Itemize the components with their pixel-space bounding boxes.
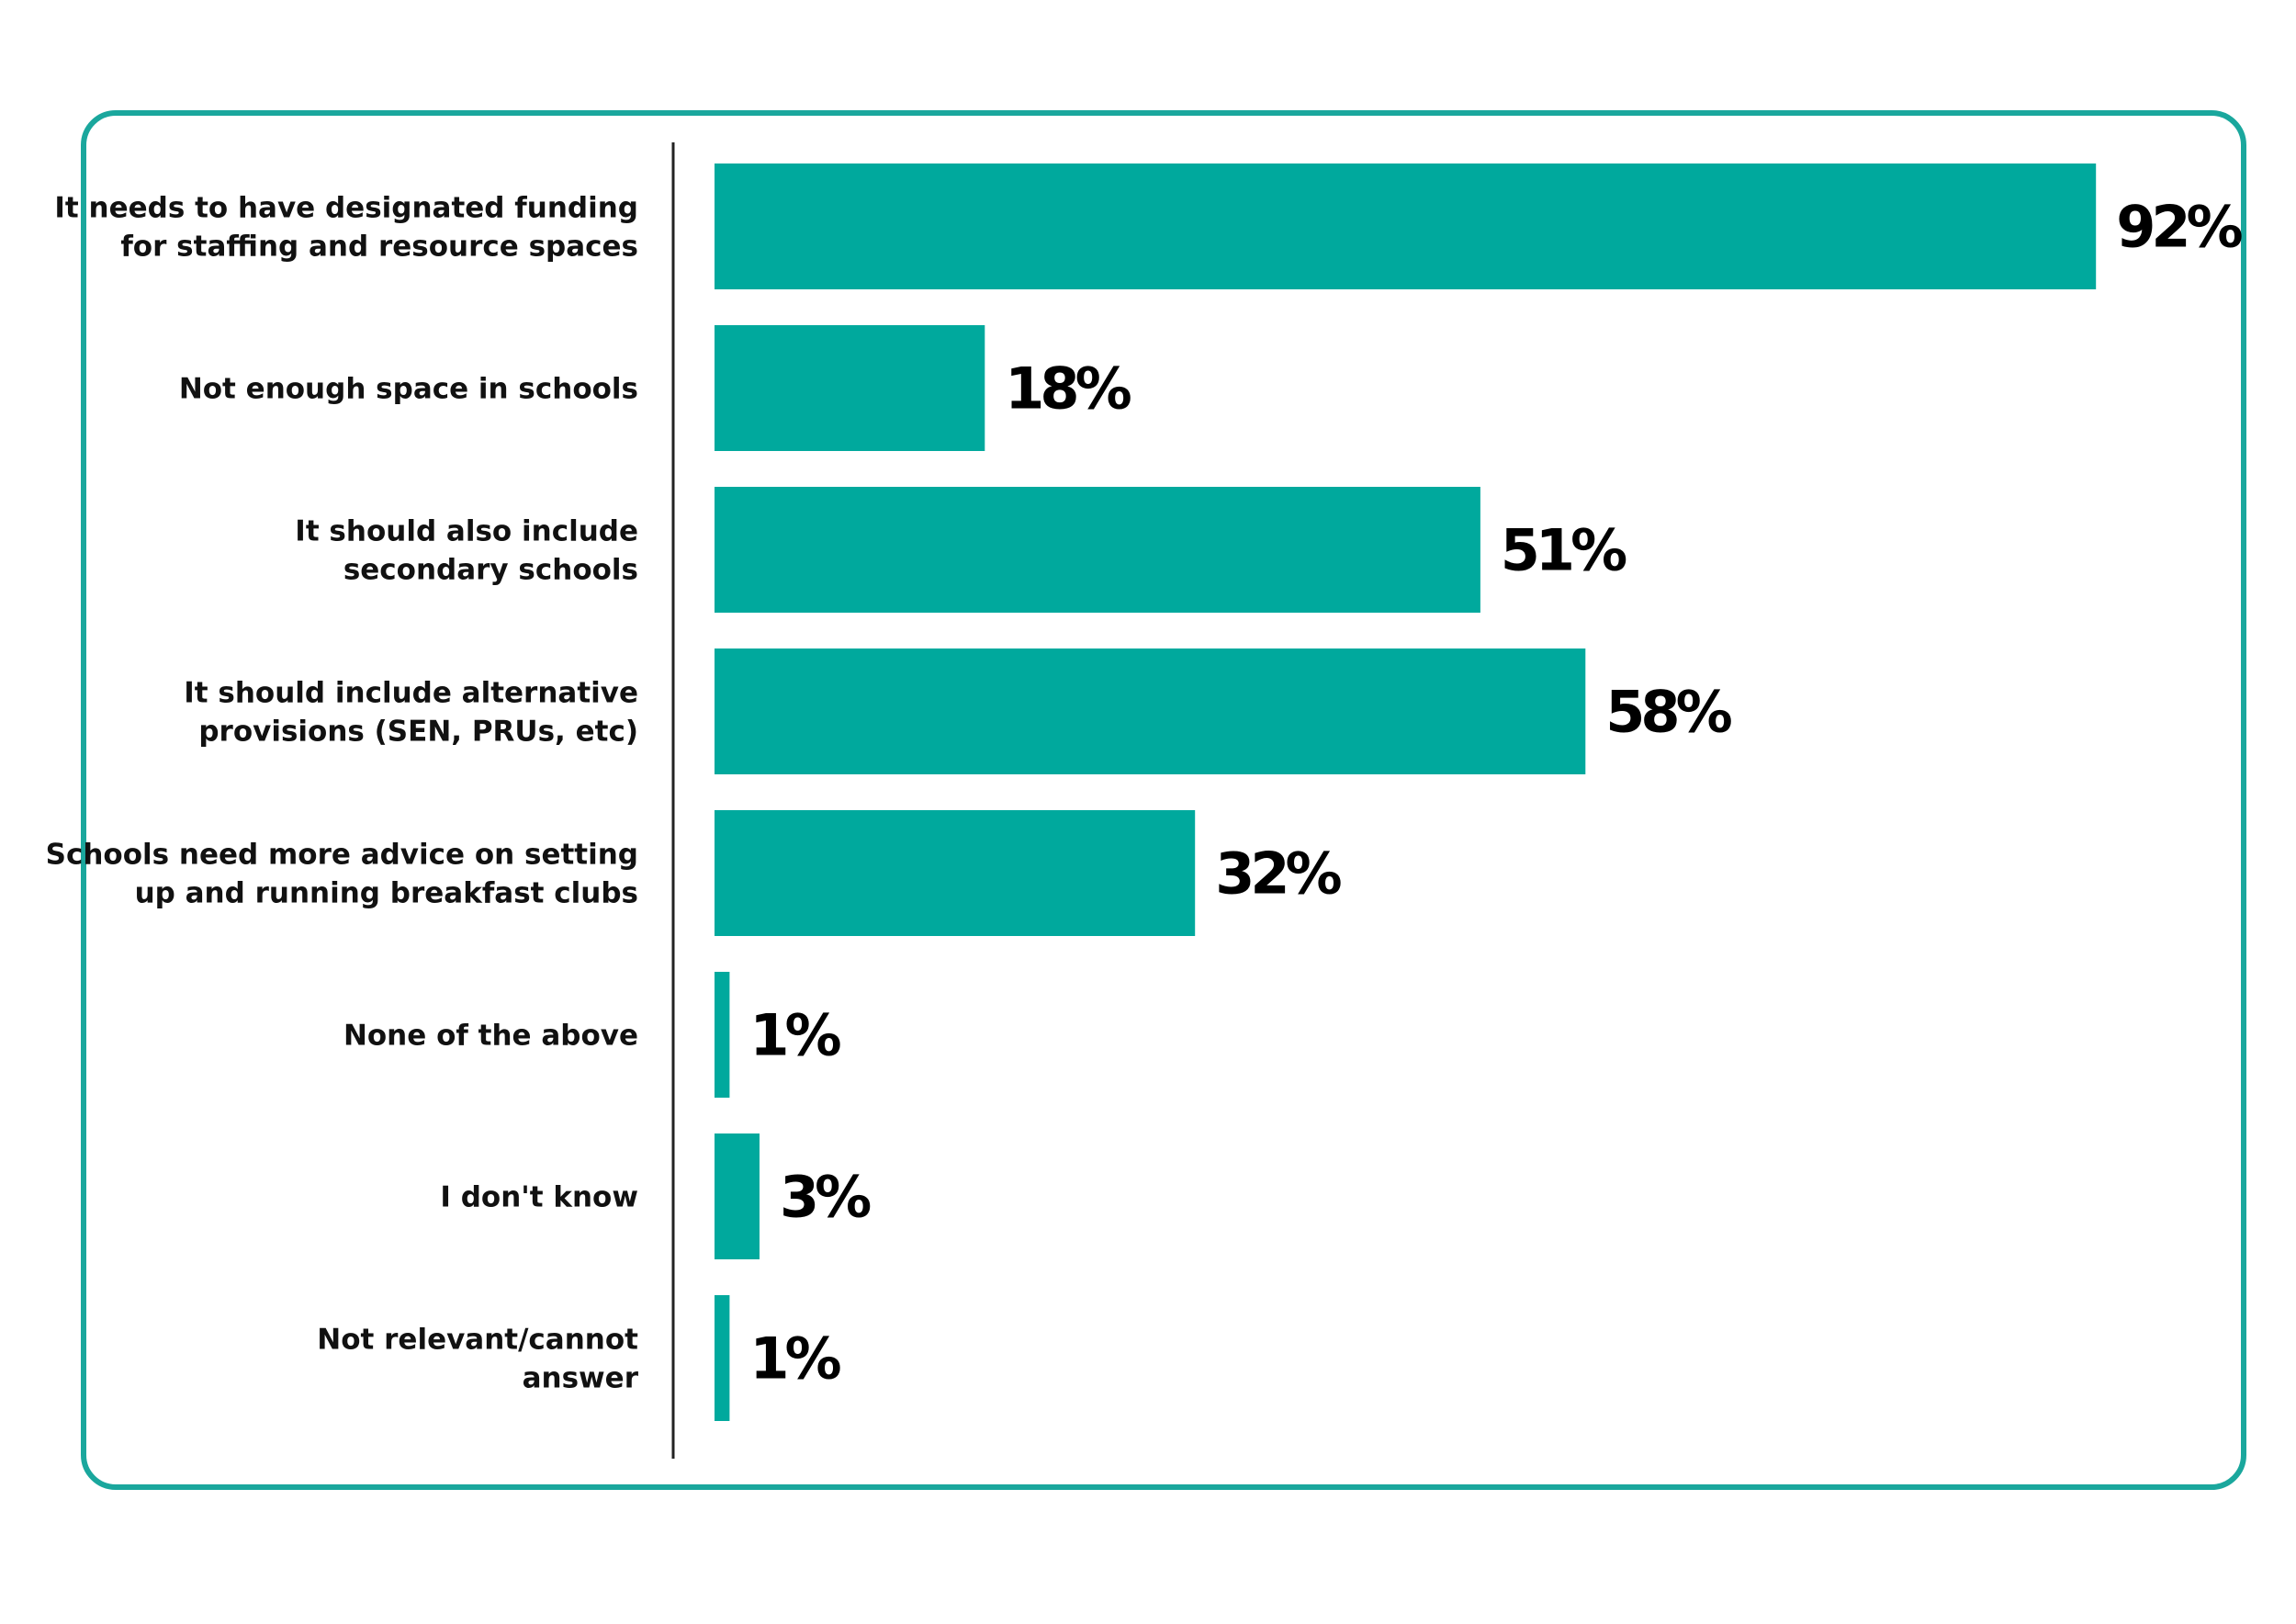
- bar-6: [715, 1133, 760, 1259]
- category-label-6-line-0: I don't know: [440, 1181, 638, 1214]
- bars-group: [715, 164, 2097, 1421]
- value-label-0: 92%: [2116, 194, 2242, 261]
- value-label-4: 32%: [1215, 840, 1341, 908]
- category-label-7-line-0: Not relevant/cannot: [317, 1324, 638, 1357]
- category-labels-group: It needs to have designated funding for s…: [46, 192, 639, 1395]
- value-label-1: 18%: [1005, 355, 1131, 423]
- category-label-4-line-1: up and running breakfast clubs: [135, 877, 638, 910]
- category-label-7-line-1: answer: [523, 1362, 639, 1395]
- bar-5: [715, 972, 730, 1098]
- value-label-2: 51%: [1501, 517, 1626, 584]
- category-label-4-line-0: Schools need more advice on setting: [46, 839, 638, 872]
- category-label-5-line-0: None of the above: [343, 1020, 638, 1053]
- value-label-6: 3%: [780, 1164, 871, 1231]
- value-label-7: 1%: [749, 1325, 840, 1393]
- category-label-0-line-0: It needs to have designated funding: [54, 192, 638, 225]
- bar-4: [715, 810, 1196, 936]
- value-labels-group: 92% 18% 51% 58% 32% 1% 3% 1%: [749, 194, 2246, 1393]
- category-label-0-line-1: for staffing and resource spaces: [120, 231, 638, 264]
- category-label-1-line-0: Not enough space in schools: [179, 373, 638, 406]
- category-label-3-line-0: It should include alternative: [184, 677, 638, 710]
- bar-3: [715, 648, 1586, 774]
- category-label-2-line-0: It should also include: [295, 515, 638, 548]
- value-label-5: 1%: [749, 1002, 840, 1069]
- bar-2: [715, 487, 1480, 613]
- category-label-2-line-1: secondary schools: [343, 554, 638, 587]
- category-label-3-line-1: provisions (SEN, PRUs, etc): [198, 716, 638, 749]
- bar-1: [715, 325, 985, 451]
- value-label-3: 58%: [1605, 679, 1731, 746]
- chart-frame: [81, 110, 2246, 1490]
- bar-7: [715, 1295, 730, 1421]
- bar-0: [715, 164, 2097, 289]
